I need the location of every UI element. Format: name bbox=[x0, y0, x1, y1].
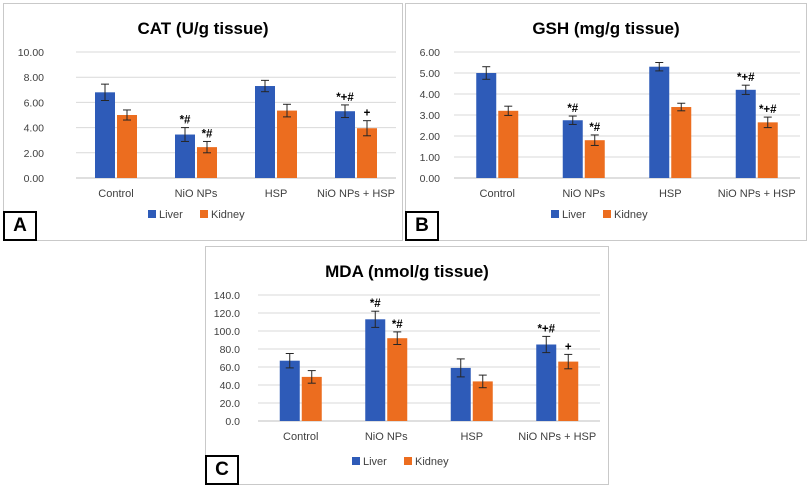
kidney-bar bbox=[387, 338, 408, 421]
kidney-bar bbox=[671, 107, 692, 178]
y-tick-label: 120.0 bbox=[214, 308, 240, 320]
kidney-bar bbox=[357, 128, 377, 178]
y-tick-label: 4.00 bbox=[24, 123, 45, 135]
significance-mark: *# bbox=[567, 103, 578, 115]
chart-title: MDA (nmol/g tissue) bbox=[325, 262, 489, 281]
kidney-bar bbox=[197, 147, 217, 178]
liver-bar bbox=[476, 73, 497, 178]
y-tick-label: 100.0 bbox=[214, 326, 240, 338]
legend-label-kidney: Kidney bbox=[211, 209, 245, 221]
legend-swatch-liver bbox=[352, 457, 360, 465]
legend-label-liver: Liver bbox=[159, 209, 183, 221]
y-tick-label: 4.00 bbox=[420, 89, 441, 101]
significance-mark: *+# bbox=[336, 92, 354, 104]
significance-mark: + bbox=[565, 341, 572, 353]
y-tick-label: 3.00 bbox=[420, 110, 441, 122]
liver-bar bbox=[735, 89, 756, 178]
panel-label: B bbox=[405, 211, 439, 241]
significance-mark: *# bbox=[180, 115, 191, 127]
x-tick-label: NiO NPs + HSP bbox=[317, 188, 395, 200]
liver-bar bbox=[279, 360, 300, 421]
x-tick-label: HSP bbox=[265, 188, 288, 200]
y-tick-label: 20.0 bbox=[220, 398, 241, 410]
liver-bar bbox=[175, 134, 195, 178]
legend-swatch-liver bbox=[148, 210, 156, 218]
legend-swatch-liver bbox=[551, 210, 559, 218]
mda-chart: MDA (nmol/g tissue) 0.0 20.0 40.0 60.0 80.0 10… bbox=[214, 262, 600, 468]
significance-mark: *+# bbox=[737, 72, 755, 84]
y-tick-label: 5.00 bbox=[420, 68, 441, 80]
y-tick-label: 8.00 bbox=[24, 72, 45, 84]
significance-mark: *# bbox=[202, 128, 213, 140]
cat-chart: CAT (U/g tissue) 0.00 2.00 4.00 6.00 8.00 10.0… bbox=[18, 19, 396, 221]
panel-label: A bbox=[3, 211, 37, 241]
x-tick-label: NiO NPs bbox=[365, 431, 408, 443]
kidney-bar bbox=[757, 122, 778, 178]
x-tick-label: NiO NPs bbox=[175, 188, 218, 200]
significance-mark: *+# bbox=[537, 323, 555, 335]
y-tick-label: 10.00 bbox=[18, 47, 44, 59]
x-tick-label: Control bbox=[283, 431, 318, 443]
x-tick-label: NiO NPs + HSP bbox=[718, 188, 796, 200]
x-tick-label: Control bbox=[98, 188, 133, 200]
liver-bar bbox=[450, 367, 471, 421]
legend-label-kidney: Kidney bbox=[614, 209, 648, 221]
x-tick-label: HSP bbox=[460, 431, 483, 443]
y-tick-label: 140.0 bbox=[214, 290, 240, 302]
legend-label-liver: Liver bbox=[363, 456, 387, 468]
legend-swatch-kidney bbox=[200, 210, 208, 218]
x-tick-label: NiO NPs bbox=[562, 188, 605, 200]
y-tick-label: 1.00 bbox=[420, 152, 441, 164]
liver-bar bbox=[95, 92, 115, 178]
liver-bar bbox=[255, 86, 275, 178]
chart-panel-gsh: GSH (mg/g tissue) 0.00 1.00 2.00 3.00 4.00 5.0… bbox=[405, 3, 807, 241]
y-tick-label: 2.00 bbox=[420, 131, 441, 143]
kidney-bar bbox=[301, 376, 322, 421]
significance-mark: + bbox=[364, 108, 371, 120]
panel-label: C bbox=[205, 455, 239, 485]
y-tick-label: 40.0 bbox=[220, 380, 241, 392]
kidney-bar bbox=[584, 140, 605, 178]
kidney-bar bbox=[117, 115, 137, 178]
kidney-bar bbox=[277, 110, 297, 178]
kidney-bar bbox=[498, 110, 519, 178]
y-tick-label: 2.00 bbox=[24, 148, 45, 160]
significance-mark: *# bbox=[392, 319, 403, 331]
legend-label-kidney: Kidney bbox=[415, 456, 449, 468]
x-tick-label: Control bbox=[480, 188, 515, 200]
kidney-bar bbox=[472, 381, 493, 421]
liver-bar bbox=[649, 66, 670, 178]
y-tick-label: 6.00 bbox=[420, 47, 441, 59]
legend-label-liver: Liver bbox=[562, 209, 586, 221]
legend-swatch-kidney bbox=[404, 457, 412, 465]
liver-bar bbox=[536, 344, 557, 421]
chart-title: CAT (U/g tissue) bbox=[138, 19, 269, 38]
y-tick-label: 80.0 bbox=[220, 344, 241, 356]
significance-mark: *# bbox=[589, 122, 600, 134]
kidney-bar bbox=[558, 361, 579, 421]
x-tick-label: NiO NPs + HSP bbox=[518, 431, 596, 443]
chart-panel-mda: MDA (nmol/g tissue) 0.0 20.0 40.0 60.0 80.0 10… bbox=[205, 246, 609, 485]
significance-mark: *+# bbox=[759, 104, 777, 116]
y-tick-label: 0.00 bbox=[420, 173, 441, 185]
legend-swatch-kidney bbox=[603, 210, 611, 218]
y-tick-label: 60.0 bbox=[220, 362, 241, 374]
y-tick-label: 6.00 bbox=[24, 97, 45, 109]
liver-bar bbox=[562, 120, 583, 178]
chart-panel-cat: CAT (U/g tissue) 0.00 2.00 4.00 6.00 8.00 10.0… bbox=[3, 3, 403, 241]
significance-mark: *# bbox=[370, 298, 381, 310]
y-tick-label: 0.0 bbox=[225, 416, 240, 428]
chart-title: GSH (mg/g tissue) bbox=[532, 19, 679, 38]
gsh-chart: GSH (mg/g tissue) 0.00 1.00 2.00 3.00 4.00 5.0… bbox=[420, 19, 800, 221]
liver-bar bbox=[365, 319, 386, 421]
y-tick-label: 0.00 bbox=[24, 173, 45, 185]
x-tick-label: HSP bbox=[659, 188, 682, 200]
liver-bar bbox=[335, 111, 355, 178]
